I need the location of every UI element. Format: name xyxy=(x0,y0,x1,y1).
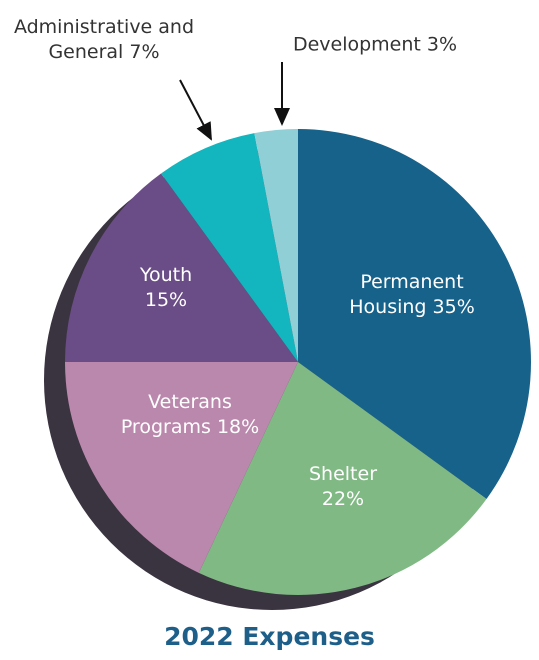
slice-label: Development 3% xyxy=(255,33,495,58)
slice-label: Shelter 22% xyxy=(298,462,388,512)
pie-slice xyxy=(65,362,298,573)
category-label: Youth xyxy=(139,264,193,286)
slice-label: Veterans Programs 18% xyxy=(105,390,275,440)
category-label: Shelter xyxy=(308,463,378,485)
arrow xyxy=(179,79,212,141)
pie-slice xyxy=(198,362,487,595)
pie-slice xyxy=(65,173,298,362)
category-label: Administrative and General xyxy=(13,16,195,63)
category-label: Permanent Housing xyxy=(349,271,464,318)
chart-title: 2022 Expenses xyxy=(164,622,375,651)
value-label: 22% xyxy=(321,488,365,510)
slice-label: Youth 15% xyxy=(131,263,201,313)
value-label: 3% xyxy=(426,33,458,56)
slice-label: Administrative and General 7% xyxy=(0,15,209,65)
value-label: 35% xyxy=(432,296,475,318)
value-label: 18% xyxy=(216,416,260,438)
value-label: 7% xyxy=(129,41,160,63)
slice-label: Permanent Housing 35% xyxy=(332,270,492,320)
pie-slice xyxy=(254,129,298,362)
value-label: 15% xyxy=(144,289,188,311)
pie-slice xyxy=(298,129,531,499)
category-label: Veterans Programs xyxy=(120,391,232,438)
pie-slice xyxy=(161,133,298,362)
category-label: Development xyxy=(292,33,421,56)
